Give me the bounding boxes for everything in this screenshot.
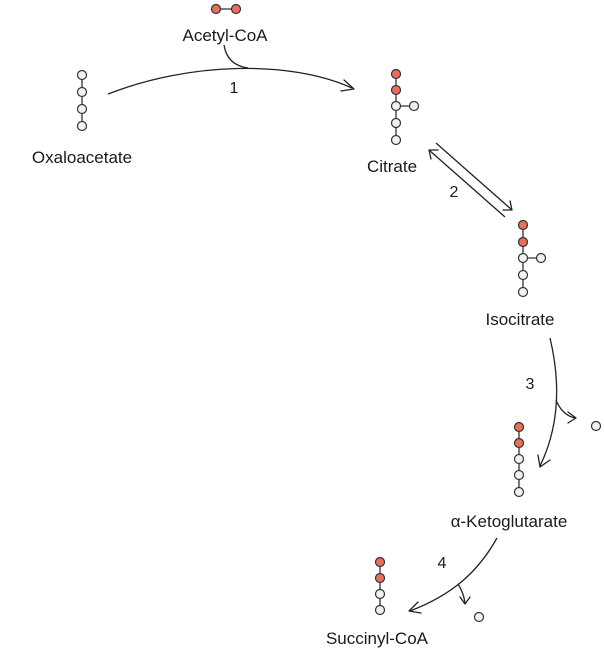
carbon-atom [374,604,386,616]
acetyl-carbon-atom [517,236,529,248]
acetyl-carbon-atom [513,437,525,449]
step-1-number: 1 [230,80,239,97]
alpha-ketoglutarate-label: α-Ketoglutarate [451,512,568,531]
step-2-reversible-arrow [428,142,513,218]
succinyl-coa-label: Succinyl-CoA [326,629,429,648]
carbon-atom [76,69,88,81]
carbon-atom [390,117,402,129]
released-carbon-atom [473,611,485,623]
released-carbon-atom [590,420,602,432]
acetyl-carbon-atom [513,421,525,433]
carbon-atom [76,103,88,115]
step-3-number: 3 [526,376,535,393]
step-4-arrow [408,537,498,614]
carbon-atom [408,100,420,112]
acetyl-coa-molecule [210,3,242,15]
alpha-ketoglutarate-molecule [513,421,525,498]
acetyl-carbon-atom [390,68,402,80]
acetyl-carbon-atom [517,219,529,231]
citrate-molecule [390,68,420,146]
carbon-atom [517,286,529,298]
step-4-number: 4 [438,555,447,572]
carbon-atom [390,134,402,146]
carbon-atom [517,269,529,281]
step-3-arrow [537,337,577,468]
acetyl-carbon-atom [390,84,402,96]
oxaloacetate-label: Oxaloacetate [32,148,132,167]
oxaloacetate-molecule [76,69,88,132]
carbon-atom [390,100,402,112]
carbon-atom [513,469,525,481]
step-2-number: 2 [450,184,459,201]
citrate-label: Citrate [367,157,417,176]
step-1-arrow [107,44,355,95]
acetyl-carbon-atom [374,572,386,584]
acetyl-carbon-atom [374,556,386,568]
carbon-atom [76,120,88,132]
succinyl-coa-molecule [374,556,386,616]
carbon-atom [517,252,529,264]
carbon-atom [513,486,525,498]
acetyl-coa-label: Acetyl-CoA [182,26,268,45]
carbon-atom [513,453,525,465]
acetyl-carbon-atom [210,3,222,15]
carbon-atom [76,86,88,98]
carbon-atom [374,588,386,600]
carbon-atom [535,252,547,264]
isocitrate-label: Isocitrate [486,310,555,329]
acetyl-carbon-atom [230,3,242,15]
isocitrate-molecule [517,219,547,298]
